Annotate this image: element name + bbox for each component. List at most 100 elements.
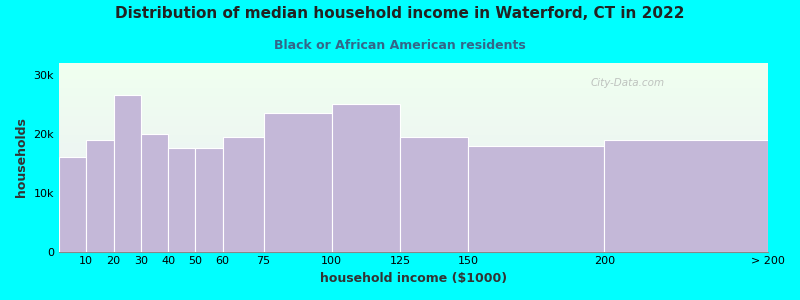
Bar [59,129,768,130]
Bar [59,208,768,209]
Bar [59,83,768,85]
Bar [59,157,86,252]
Bar [59,126,768,128]
Bar [59,156,768,157]
Bar [59,87,768,88]
Bar [59,220,768,222]
Bar [59,137,768,138]
Bar [59,182,768,184]
Bar [59,206,768,208]
Bar [59,175,768,176]
Bar [59,173,768,175]
Bar [59,226,768,228]
Bar [59,143,768,145]
Bar [59,94,768,96]
Bar [59,244,768,245]
Bar [59,115,768,116]
Bar [59,201,768,203]
Bar [59,104,768,105]
Bar [605,140,768,252]
Bar [59,242,768,244]
Bar [59,110,768,112]
Bar [59,245,768,247]
Bar [59,171,768,173]
Bar [114,95,141,252]
Bar [59,145,768,146]
Bar [59,230,768,231]
Bar [59,82,768,83]
Bar [59,200,768,201]
Bar [59,80,768,82]
Bar [59,123,768,124]
Bar [59,135,768,137]
Bar [59,124,768,126]
Bar [59,234,768,236]
Bar [59,66,768,68]
Bar [59,71,768,72]
Bar [59,63,768,64]
Bar [59,181,768,182]
Bar [59,96,768,98]
Bar [59,233,768,234]
Bar [59,130,768,132]
Bar [59,223,768,225]
Bar [59,107,768,109]
Bar [59,228,768,230]
Bar [59,165,768,167]
Bar [59,99,768,101]
Bar [263,113,332,252]
Bar [59,239,768,241]
Bar [59,128,768,129]
Bar [59,151,768,153]
Bar [222,137,263,252]
Bar [59,170,768,171]
Bar [59,176,768,178]
Bar [59,98,768,99]
Bar [59,214,768,215]
Bar [59,164,768,165]
Bar [59,211,768,212]
Bar [59,162,768,164]
Bar [59,219,768,220]
Bar [59,153,768,154]
Bar [59,90,768,91]
Bar [59,212,768,214]
Bar [59,116,768,118]
Bar [59,198,768,200]
Bar [59,105,768,107]
Bar [59,236,768,237]
Bar [59,72,768,74]
Text: Distribution of median household income in Waterford, CT in 2022: Distribution of median household income … [115,6,685,21]
Bar [59,192,768,194]
Bar [59,225,768,226]
Bar [59,167,768,168]
Bar [59,217,768,219]
Bar [59,189,768,190]
Bar [59,222,768,223]
Bar [59,76,768,77]
Bar [59,112,768,113]
Bar [59,121,768,123]
Bar [59,88,768,90]
Bar [59,157,768,159]
Bar [59,138,768,140]
Bar [59,113,768,115]
Bar [59,159,768,160]
Bar [59,248,768,250]
Bar [59,250,768,252]
Y-axis label: households: households [15,117,28,197]
Bar [59,190,768,192]
Bar [59,77,768,79]
Text: Black or African American residents: Black or African American residents [274,39,526,52]
Bar [86,140,114,252]
Bar [468,146,605,252]
Bar [332,104,400,252]
Bar [59,85,768,87]
Bar [59,231,768,233]
Bar [59,178,768,179]
Bar [400,137,468,252]
Bar [59,203,768,204]
Bar [59,196,768,198]
Bar [59,209,768,211]
Bar [59,101,768,102]
